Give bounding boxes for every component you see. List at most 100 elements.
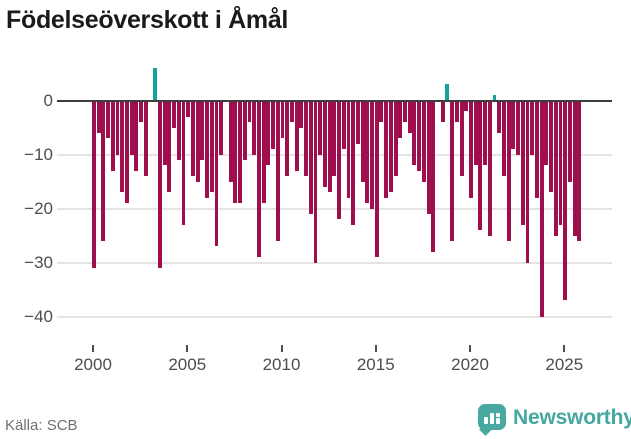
bar [370, 100, 374, 209]
bar [162, 100, 167, 166]
bar [492, 95, 497, 101]
bar [143, 100, 148, 177]
bar [525, 100, 530, 263]
bar [553, 100, 558, 236]
bar [417, 100, 422, 171]
x-tick [186, 345, 189, 352]
bar [450, 100, 455, 241]
bar [577, 100, 582, 241]
bar [285, 100, 290, 177]
bar [261, 100, 266, 204]
bar [304, 100, 308, 177]
zero-axis-line [57, 99, 612, 102]
x-tick [563, 345, 566, 352]
bar [167, 100, 172, 193]
bar [92, 100, 96, 268]
bar [403, 100, 407, 123]
bar [497, 100, 502, 133]
bar [322, 100, 327, 187]
bar [308, 100, 313, 214]
bar [124, 100, 129, 204]
bar [563, 100, 568, 301]
bar [502, 100, 506, 177]
bar [266, 100, 271, 166]
bar [539, 100, 544, 317]
x-axis-label: 2020 [451, 355, 489, 374]
bar [388, 100, 393, 193]
bar [101, 100, 106, 241]
bar [214, 100, 219, 247]
bar [233, 100, 238, 204]
icon-dot [496, 413, 500, 417]
bar [294, 100, 299, 171]
bar [421, 100, 426, 182]
x-axis-label: 2025 [545, 355, 584, 374]
bar [139, 100, 144, 123]
gridline [57, 261, 612, 264]
icon-bar-short [496, 418, 500, 424]
bar [172, 100, 176, 128]
bar [200, 100, 205, 160]
y-axis-label: 0 [43, 90, 53, 110]
y-axis-label: −40 [24, 306, 53, 326]
gridline [57, 207, 612, 210]
bar [572, 100, 577, 236]
newsworthy-logo[interactable] [478, 404, 506, 436]
gridline [57, 315, 612, 318]
bar [469, 100, 473, 198]
bar [379, 100, 384, 123]
bar [275, 100, 280, 241]
bar [195, 100, 200, 182]
bar [96, 100, 101, 133]
bar [516, 100, 521, 155]
bar [549, 100, 554, 193]
bar [520, 100, 525, 225]
bar [332, 100, 337, 177]
bar [186, 100, 191, 117]
bar [511, 100, 516, 150]
x-tick [92, 345, 94, 352]
bar [238, 100, 242, 204]
bar [407, 100, 412, 133]
bar [120, 100, 125, 193]
bar [384, 100, 389, 198]
bar [157, 100, 162, 268]
bar [360, 100, 365, 182]
icon-bar-small [484, 417, 488, 424]
bar [242, 100, 247, 160]
bar [431, 100, 436, 252]
bar [318, 100, 323, 155]
bar [205, 100, 209, 198]
bar [280, 100, 285, 139]
bar [256, 100, 261, 258]
bar [473, 100, 478, 166]
brand-name[interactable]: Newsworthy [513, 406, 631, 429]
x-axis-label: 2015 [356, 355, 395, 374]
bar [176, 100, 181, 160]
bar [106, 100, 111, 139]
y-axis-label: −30 [24, 252, 53, 272]
bar [153, 68, 158, 101]
bar [365, 100, 370, 204]
bar [426, 100, 431, 214]
y-axis-label: −20 [24, 198, 53, 218]
bar [393, 100, 398, 177]
bar [459, 100, 464, 177]
bar [351, 100, 356, 225]
bar [445, 84, 450, 101]
bar [181, 100, 186, 225]
x-tick [469, 345, 472, 352]
bar [530, 100, 535, 155]
bar [346, 100, 351, 198]
bar [228, 100, 233, 182]
y-axis-label: −10 [24, 144, 53, 164]
bar-chart-icon [478, 404, 506, 430]
bar [398, 100, 403, 139]
bar [464, 100, 469, 112]
bar [341, 100, 346, 150]
bar [190, 100, 195, 177]
x-axis-label: 2005 [168, 355, 207, 374]
bar [440, 100, 445, 123]
bar [454, 100, 459, 123]
